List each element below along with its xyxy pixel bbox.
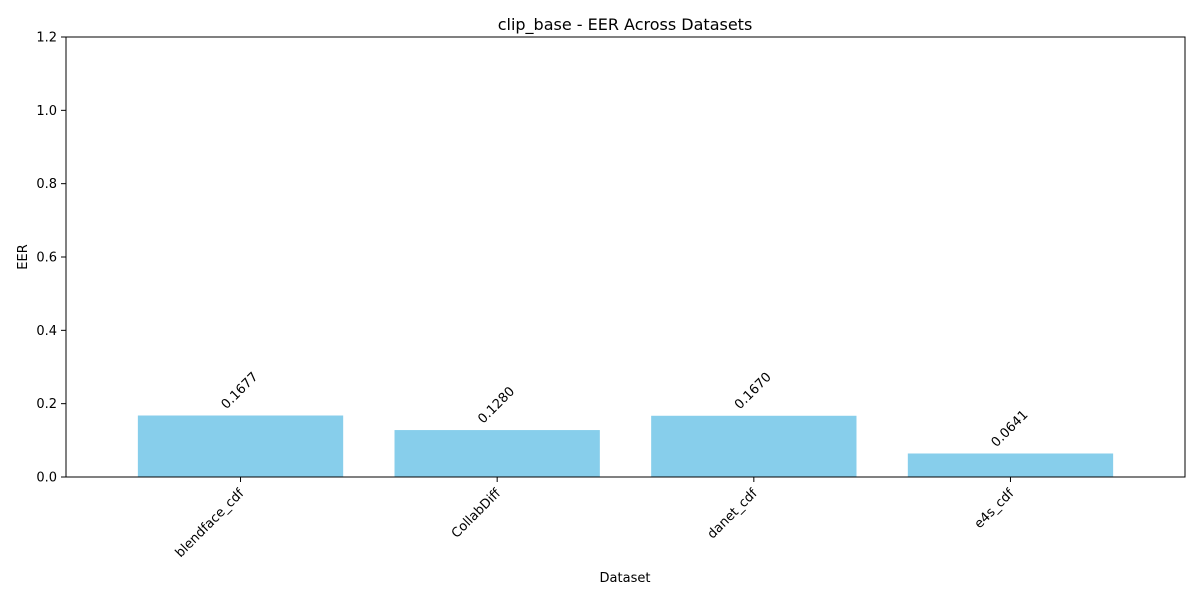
x-tick-label: e4s_cdf: [972, 486, 1018, 532]
y-tick-label: 1.0: [36, 104, 57, 119]
x-tick-label: blendface_cdf: [173, 486, 248, 561]
chart-title: clip_base - EER Across Datasets: [498, 15, 753, 35]
x-tick-label: CollabDiff: [449, 485, 505, 541]
y-tick-label: 0.4: [36, 324, 57, 339]
y-tick-label: 0.0: [36, 471, 57, 486]
y-axis-label: EER: [16, 244, 31, 269]
y-tick-label: 0.2: [36, 397, 57, 412]
bar-CollabDiff: [394, 430, 600, 477]
bar-danet_cdf: [651, 415, 857, 477]
x-axis-label: Dataset: [600, 571, 651, 586]
y-tick-label: 0.6: [36, 251, 57, 266]
bar-e4s_cdf: [907, 453, 1114, 477]
x-tick-label: danet_cdf: [705, 486, 761, 542]
bar-value-label: 0.1677: [219, 370, 262, 413]
bar-value-label: 0.1670: [732, 370, 775, 413]
bar-blendface_cdf: [137, 415, 344, 477]
y-tick-label: 1.2: [36, 31, 57, 46]
plot-frame: [65, 36, 1186, 478]
y-tick-label: 0.8: [36, 177, 57, 192]
plot-area: 0.1677 blendface_cdf 0.1280 CollabDiff 0.167…: [36, 31, 1186, 561]
bar-value-label: 0.0641: [989, 408, 1032, 451]
bar-value-label: 0.1280: [475, 384, 518, 427]
